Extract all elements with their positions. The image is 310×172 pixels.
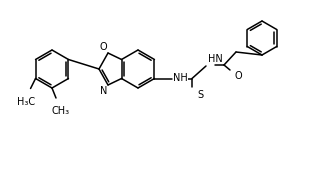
- Text: CH₃: CH₃: [52, 106, 70, 116]
- Text: S: S: [197, 89, 203, 99]
- Text: O: O: [235, 71, 243, 81]
- Text: O: O: [100, 42, 107, 52]
- Text: N: N: [100, 86, 107, 96]
- Text: H₃C: H₃C: [17, 96, 36, 106]
- Text: HN: HN: [208, 54, 223, 64]
- Text: NH: NH: [173, 73, 188, 83]
